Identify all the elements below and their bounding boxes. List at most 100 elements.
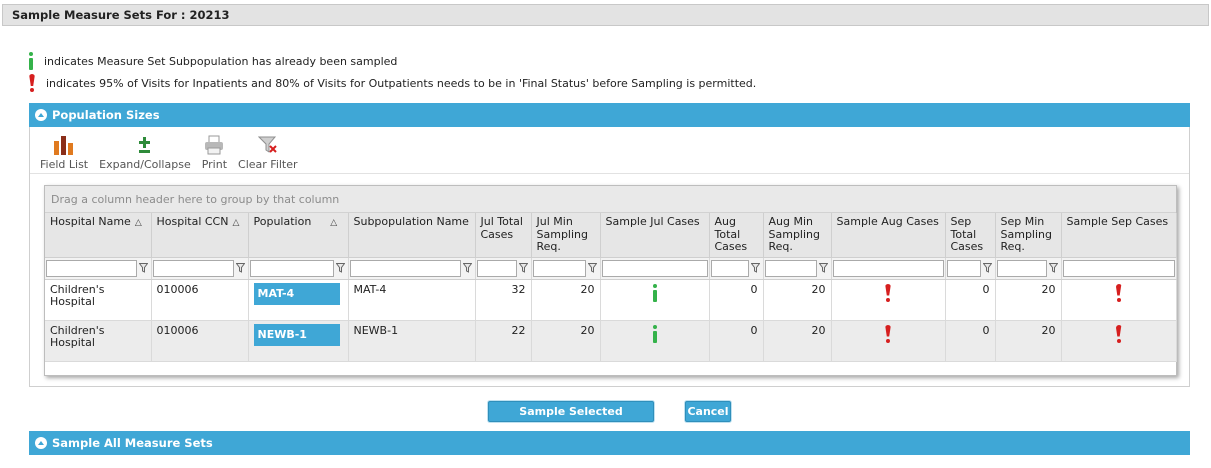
cell-subpopulation: NEWB-1 bbox=[348, 320, 476, 362]
cell-jul-total: 32 bbox=[475, 279, 532, 321]
sample-all-header[interactable]: Sample All Measure Sets bbox=[29, 431, 1190, 455]
filter-input-population[interactable] bbox=[249, 259, 334, 277]
filter-icon[interactable] bbox=[235, 263, 247, 273]
filter-input-aug-min-sampling[interactable] bbox=[764, 259, 817, 277]
sample-selected-button[interactable]: Sample Selected Measures bbox=[488, 401, 654, 437]
filter-icon[interactable] bbox=[982, 263, 994, 273]
expand-collapse-button[interactable]: Expand/Collapse bbox=[99, 131, 191, 173]
column-header-sample-aug-cases[interactable]: Sample Aug Cases bbox=[831, 213, 946, 258]
cell-hospital-name: Children's Hospital bbox=[45, 279, 152, 321]
cell-subpopulation: MAT-4 bbox=[348, 279, 476, 321]
filter-input-subpopulation-name[interactable] bbox=[349, 259, 461, 277]
cell-aug-min: 20 bbox=[763, 320, 832, 362]
filter-row bbox=[45, 257, 1177, 280]
collapse-icon[interactable] bbox=[35, 437, 47, 449]
filter-icon[interactable] bbox=[335, 263, 347, 273]
print-label: Print bbox=[201, 158, 228, 171]
column-header-sep-min-sampling[interactable]: Sep Min Sampling Req. bbox=[995, 213, 1062, 258]
column-header-label: Sample Sep Cases bbox=[1066, 215, 1169, 228]
filter-icon[interactable] bbox=[518, 263, 530, 273]
sample-all-title: Sample All Measure Sets bbox=[52, 436, 213, 450]
population-button[interactable]: MAT-4 bbox=[253, 282, 340, 305]
cell-sep-total: 0 bbox=[945, 320, 996, 362]
population-button[interactable]: NEWB-1 bbox=[253, 323, 340, 346]
legend-sampled: indicates Measure Set Subpopulation has … bbox=[28, 52, 397, 70]
clear-filter-button[interactable]: Clear Filter bbox=[238, 131, 298, 173]
filter-input-sample-sep-cases[interactable] bbox=[1062, 259, 1175, 277]
column-header-subpopulation-name[interactable]: Subpopulation Name bbox=[348, 213, 476, 258]
expand-collapse-label: Expand/Collapse bbox=[99, 158, 191, 171]
cell-aug-total: 0 bbox=[709, 320, 764, 362]
clear-filter-icon bbox=[257, 131, 278, 155]
cancel-button[interactable]: Cancel bbox=[685, 401, 731, 422]
filter-input-aug-total-cases[interactable] bbox=[710, 259, 749, 277]
warning-icon bbox=[1115, 324, 1123, 343]
group-by-drop-area[interactable]: Drag a column header here to group by th… bbox=[45, 186, 1176, 213]
column-header-label: Jul Min Sampling Req. bbox=[536, 215, 589, 253]
column-header-aug-total-cases[interactable]: Aug Total Cases bbox=[709, 213, 764, 258]
print-button[interactable]: Print bbox=[202, 131, 227, 173]
filter-icon[interactable] bbox=[462, 263, 474, 273]
column-header-label: Jul Total Cases bbox=[480, 215, 523, 241]
filter-input-hospital-ccn[interactable] bbox=[152, 259, 234, 277]
sampled-icon bbox=[652, 324, 658, 343]
filter-input-sample-jul-cases[interactable] bbox=[601, 259, 708, 277]
expand-collapse-icon bbox=[137, 131, 153, 155]
cell-aug-min: 20 bbox=[763, 279, 832, 321]
column-header-sep-total-cases[interactable]: Sep Total Cases bbox=[945, 213, 996, 258]
grid-toolbar: Field List Expand/Collapse Print bbox=[30, 131, 309, 173]
filter-input-jul-min-sampling[interactable] bbox=[532, 259, 586, 277]
filter-icon[interactable] bbox=[1048, 263, 1060, 273]
column-header-jul-min-sampling[interactable]: Jul Min Sampling Req. bbox=[531, 213, 601, 258]
field-list-icon bbox=[53, 131, 75, 155]
collapse-icon[interactable] bbox=[35, 109, 47, 121]
cell-hospital-name: Children's Hospital bbox=[45, 320, 152, 362]
cell-jul-min: 20 bbox=[531, 279, 601, 321]
column-header-label: Sample Jul Cases bbox=[605, 215, 700, 228]
filter-icon[interactable] bbox=[587, 263, 599, 273]
column-header-hospital-ccn[interactable]: Hospital CCN △ bbox=[151, 213, 249, 258]
sort-icon[interactable]: △ bbox=[134, 218, 142, 228]
column-header-population[interactable]: Population △ bbox=[248, 213, 349, 258]
clear-filter-label: Clear Filter bbox=[238, 158, 298, 171]
sort-icon[interactable]: △ bbox=[330, 218, 338, 228]
column-header-jul-total-cases[interactable]: Jul Total Cases bbox=[475, 213, 532, 258]
cell-jul-total: 22 bbox=[475, 320, 532, 362]
population-grid: Drag a column header here to group by th… bbox=[44, 185, 1177, 376]
header-row: Hospital Name △ Hospital CCN △ Population △… bbox=[45, 213, 1177, 258]
sampled-icon bbox=[28, 52, 34, 70]
column-header-label: Aug Min Sampling Req. bbox=[768, 215, 821, 253]
filter-icon[interactable] bbox=[138, 263, 150, 273]
legend-warning: indicates 95% of Visits for Inpatients a… bbox=[28, 74, 756, 92]
filter-input-sample-aug-cases[interactable] bbox=[832, 259, 944, 277]
warning-icon bbox=[884, 283, 892, 302]
filter-input-sep-min-sampling[interactable] bbox=[996, 259, 1047, 277]
field-list-label: Field List bbox=[40, 158, 89, 171]
table-row[interactable]: Children's Hospital 010006 NEWB-1 NEWB-1… bbox=[45, 320, 1177, 362]
field-list-button[interactable]: Field List bbox=[40, 131, 88, 173]
filter-icon[interactable] bbox=[818, 263, 830, 273]
legend-warning-text: indicates 95% of Visits for Inpatients a… bbox=[46, 76, 757, 90]
population-sizes-header[interactable]: Population Sizes bbox=[29, 103, 1190, 127]
column-header-label: Population bbox=[253, 215, 312, 228]
table-row[interactable]: Children's Hospital 010006 MAT-4 MAT-4 3… bbox=[45, 279, 1177, 321]
warning-icon bbox=[884, 324, 892, 343]
population-sizes-panel: Field List Expand/Collapse Print bbox=[29, 127, 1190, 387]
cell-hospital-ccn: 010006 bbox=[151, 279, 249, 321]
printer-icon bbox=[203, 131, 225, 155]
cell-sep-min: 20 bbox=[995, 320, 1062, 362]
column-header-aug-min-sampling[interactable]: Aug Min Sampling Req. bbox=[763, 213, 832, 258]
population-sizes-title: Population Sizes bbox=[52, 108, 160, 122]
column-header-label: Subpopulation Name bbox=[353, 215, 469, 228]
column-header-label: Hospital Name bbox=[50, 215, 131, 228]
filter-input-hospital-name[interactable] bbox=[46, 259, 137, 277]
filter-input-jul-total-cases[interactable] bbox=[476, 259, 517, 277]
sort-icon[interactable]: △ bbox=[232, 218, 240, 228]
column-header-hospital-name[interactable]: Hospital Name △ bbox=[45, 213, 152, 258]
toolbar-divider bbox=[30, 173, 1189, 174]
column-header-sample-sep-cases[interactable]: Sample Sep Cases bbox=[1061, 213, 1177, 258]
filter-input-sep-total-cases[interactable] bbox=[946, 259, 981, 277]
filter-icon[interactable] bbox=[750, 263, 762, 273]
column-header-sample-jul-cases[interactable]: Sample Jul Cases bbox=[600, 213, 710, 258]
column-header-label: Sample Aug Cases bbox=[836, 215, 939, 228]
